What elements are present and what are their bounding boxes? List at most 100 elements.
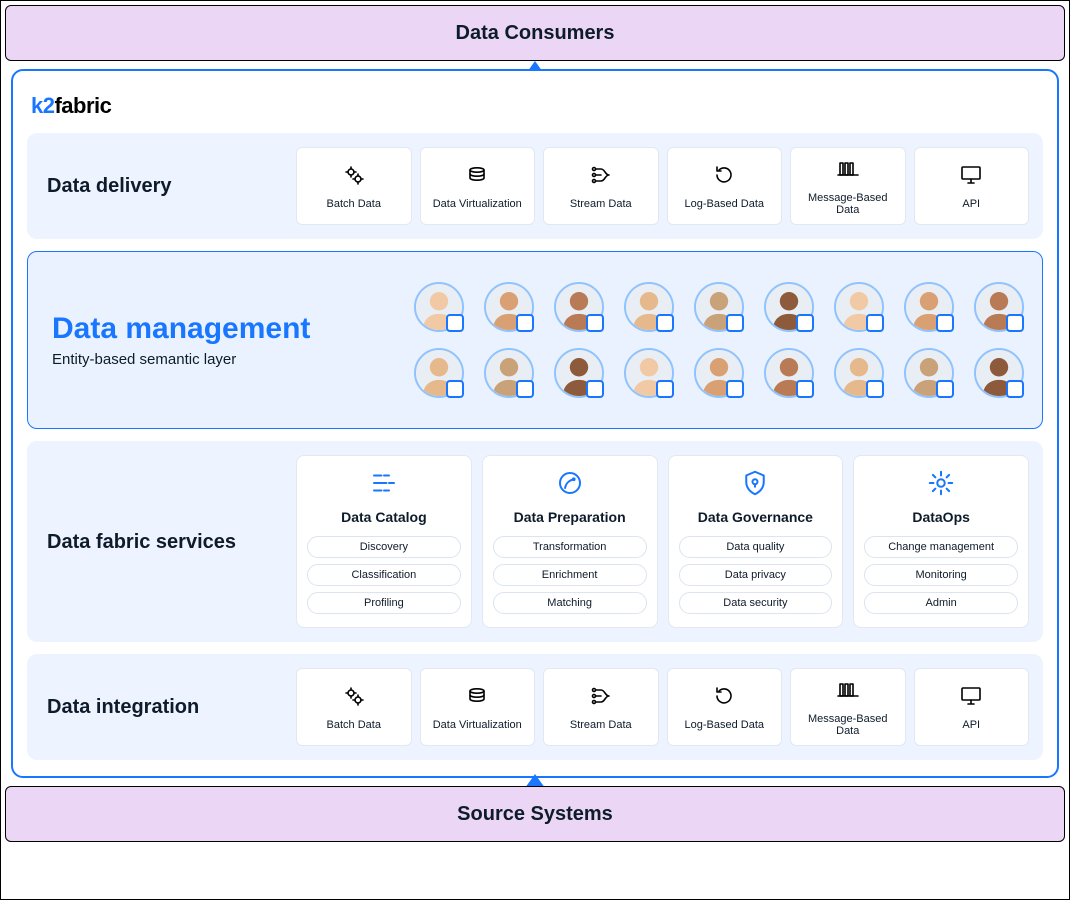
chip: Profiling bbox=[307, 592, 461, 614]
top-banner-label: Data Consumers bbox=[456, 22, 615, 45]
bottom-banner: Source Systems bbox=[5, 786, 1065, 842]
avatar bbox=[904, 282, 954, 332]
service-card-ops: DataOps Change management Monitoring Admin bbox=[853, 455, 1029, 628]
catalog-icon bbox=[369, 468, 399, 501]
tile-label: Message-Based Data bbox=[795, 192, 901, 216]
chip: Data quality bbox=[679, 536, 833, 558]
data-delivery-label: Data delivery bbox=[41, 174, 296, 198]
log-icon bbox=[712, 684, 736, 711]
avatar bbox=[974, 282, 1024, 332]
tile-label: Stream Data bbox=[570, 719, 632, 731]
avatar-grid bbox=[414, 282, 1024, 398]
tile-label: API bbox=[962, 719, 980, 731]
avatar bbox=[484, 282, 534, 332]
services-section: Data fabric services Data Catalog Discove… bbox=[27, 441, 1043, 642]
data-integration-label: Data integration bbox=[41, 695, 296, 719]
service-card-shield: Data Governance Data quality Data privacy D… bbox=[668, 455, 844, 628]
tile-monitor: API bbox=[914, 668, 1030, 746]
avatar bbox=[764, 348, 814, 398]
chip: Enrichment bbox=[493, 564, 647, 586]
data-management-subtitle: Entity-based semantic layer bbox=[52, 351, 366, 368]
stream-icon bbox=[589, 163, 613, 190]
avatar bbox=[904, 348, 954, 398]
service-card-catalog: Data Catalog Discovery Classification Profi… bbox=[296, 455, 472, 628]
monitor-icon bbox=[959, 163, 983, 190]
data-delivery-section: Data delivery Batch Data Data Virtualizat… bbox=[27, 133, 1043, 239]
tile-label: Batch Data bbox=[327, 719, 381, 731]
tile-stream: Stream Data bbox=[543, 668, 659, 746]
logo-plain: fabric bbox=[54, 93, 111, 118]
chip: Data security bbox=[679, 592, 833, 614]
main-architecture-card: k2fabric Data delivery Batch Data Data Vi… bbox=[11, 69, 1059, 778]
data-integration-tiles: Batch Data Data Virtualization Stream Data… bbox=[296, 668, 1029, 746]
tile-label: API bbox=[962, 198, 980, 210]
data-management-labels: Data management Entity-based semantic la… bbox=[46, 312, 366, 368]
service-title: DataOps bbox=[912, 509, 970, 525]
avatar bbox=[624, 348, 674, 398]
avatar bbox=[484, 348, 534, 398]
tile-log: Log-Based Data bbox=[667, 147, 783, 225]
service-title: Data Governance bbox=[698, 509, 813, 525]
tile-label: Message-Based Data bbox=[795, 713, 901, 737]
service-card-prep: Data Preparation Transformation Enrichment… bbox=[482, 455, 658, 628]
tile-label: Data Virtualization bbox=[433, 719, 522, 731]
chip: Monitoring bbox=[864, 564, 1018, 586]
tile-label: Data Virtualization bbox=[433, 198, 522, 210]
avatar bbox=[694, 282, 744, 332]
data-management-title: Data management bbox=[52, 312, 366, 345]
tile-monitor: API bbox=[914, 147, 1030, 225]
gears-icon bbox=[342, 684, 366, 711]
tile-gears: Batch Data bbox=[296, 668, 412, 746]
tile-label: Stream Data bbox=[570, 198, 632, 210]
chip: Change management bbox=[864, 536, 1018, 558]
tile-layers: Data Virtualization bbox=[420, 147, 536, 225]
tile-messages: Message-Based Data bbox=[790, 668, 906, 746]
service-title: Data Catalog bbox=[341, 509, 427, 525]
avatar bbox=[554, 282, 604, 332]
tile-messages: Message-Based Data bbox=[790, 147, 906, 225]
avatar bbox=[414, 282, 464, 332]
chip: Transformation bbox=[493, 536, 647, 558]
tile-label: Log-Based Data bbox=[685, 198, 765, 210]
stream-icon bbox=[589, 684, 613, 711]
logo-colored: k2 bbox=[31, 93, 54, 118]
avatar bbox=[414, 348, 464, 398]
avatar bbox=[694, 348, 744, 398]
tile-log: Log-Based Data bbox=[667, 668, 783, 746]
layers-icon bbox=[465, 684, 489, 711]
ops-icon bbox=[926, 468, 956, 501]
messages-icon bbox=[836, 157, 860, 184]
brand-logo: k2fabric bbox=[31, 93, 1039, 119]
chip: Classification bbox=[307, 564, 461, 586]
avatar bbox=[834, 348, 884, 398]
avatar bbox=[834, 282, 884, 332]
tile-layers: Data Virtualization bbox=[420, 668, 536, 746]
tile-label: Batch Data bbox=[327, 198, 381, 210]
prep-icon bbox=[555, 468, 585, 501]
services-label: Data fabric services bbox=[41, 530, 296, 554]
top-banner: Data Consumers bbox=[5, 5, 1065, 61]
layers-icon bbox=[465, 163, 489, 190]
chip: Admin bbox=[864, 592, 1018, 614]
data-integration-section: Data integration Batch Data Data Virtuali… bbox=[27, 654, 1043, 760]
tile-stream: Stream Data bbox=[543, 147, 659, 225]
monitor-icon bbox=[959, 684, 983, 711]
avatar bbox=[554, 348, 604, 398]
data-delivery-tiles: Batch Data Data Virtualization Stream Data… bbox=[296, 147, 1029, 225]
data-management-section: Data management Entity-based semantic la… bbox=[27, 251, 1043, 429]
tile-label: Log-Based Data bbox=[685, 719, 765, 731]
messages-icon bbox=[836, 678, 860, 705]
avatar bbox=[624, 282, 674, 332]
chip: Discovery bbox=[307, 536, 461, 558]
service-title: Data Preparation bbox=[514, 509, 626, 525]
gears-icon bbox=[342, 163, 366, 190]
shield-icon bbox=[740, 468, 770, 501]
avatar bbox=[764, 282, 814, 332]
bottom-banner-label: Source Systems bbox=[457, 803, 613, 826]
avatar bbox=[974, 348, 1024, 398]
log-icon bbox=[712, 163, 736, 190]
services-content: Data Catalog Discovery Classification Profi… bbox=[296, 455, 1029, 628]
chip: Matching bbox=[493, 592, 647, 614]
tile-gears: Batch Data bbox=[296, 147, 412, 225]
chip: Data privacy bbox=[679, 564, 833, 586]
